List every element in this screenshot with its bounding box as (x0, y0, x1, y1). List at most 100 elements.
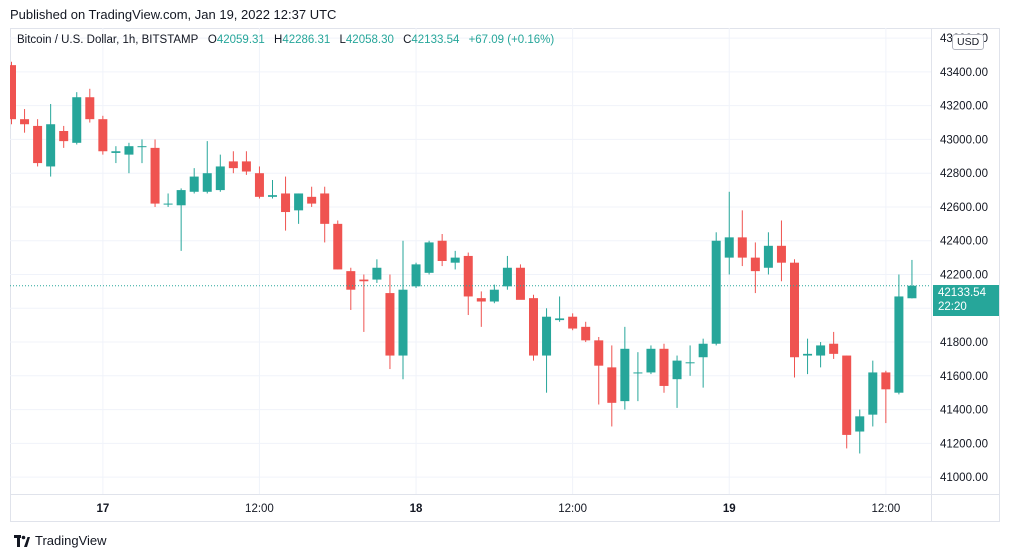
y-tick-label: 42400.00 (940, 236, 988, 248)
y-tick-label: 43400.00 (940, 67, 988, 79)
candle-body-up (763, 245, 773, 268)
currency-button[interactable]: USD (952, 34, 985, 50)
candle-body-up (215, 166, 225, 191)
y-tick-label: 42600.00 (940, 202, 988, 214)
ohlc-legend: Bitcoin / U.S. Dollar, 1h, BITSTAMP O420… (17, 34, 560, 46)
x-tick-label: 12:00 (871, 503, 900, 515)
candle-body-up (555, 318, 565, 321)
candle-body-down (333, 223, 343, 270)
candle-body-down (659, 348, 669, 386)
candle-body-down (228, 161, 238, 169)
candle-body-up (672, 360, 682, 380)
countdown-value: 22:20 (938, 301, 967, 313)
axis-layer: 41000.00 41200.00 41400.00 41600.00 41800.00… (10, 28, 1000, 522)
candle-body-down (98, 119, 108, 152)
candle-body-down (241, 161, 251, 172)
tradingview-logo-icon (14, 534, 30, 547)
candle-body-up (724, 237, 734, 258)
symbol-title: Bitcoin / U.S. Dollar, 1h, BITSTAMP (17, 34, 199, 46)
y-tick-label: 41600.00 (940, 371, 988, 383)
change-value: +67.09 (+0.16%) (468, 34, 555, 46)
candle-body-up (137, 146, 147, 148)
x-tick-label: 12:00 (245, 503, 274, 515)
y-tick-label: 42200.00 (940, 270, 988, 282)
candle-body-down (85, 97, 95, 120)
published-caption: Published on TradingView.com, Jan 19, 20… (10, 7, 337, 22)
candle-body-up (424, 242, 434, 273)
candle-body-down (10, 65, 16, 120)
grid-layer (10, 28, 931, 494)
tradingview-brand[interactable]: TradingView (14, 533, 107, 548)
candle-body-down (307, 196, 317, 204)
candle-body-down (581, 326, 591, 341)
candle-body-up (111, 151, 121, 153)
candlestick-chart[interactable]: 41000.00 41200.00 41400.00 41600.00 41800.00… (10, 28, 1000, 522)
candle-body-down (607, 367, 617, 403)
candle-body-up (411, 264, 421, 287)
brand-label: TradingView (35, 533, 107, 548)
candle-body-up (646, 348, 656, 373)
y-tick-label: 43000.00 (940, 134, 988, 146)
candle-body-up (633, 372, 643, 374)
candle-body-down (254, 173, 264, 197)
candle-body-up (698, 343, 708, 358)
candle-body-down (359, 279, 369, 282)
high-value: 42286.31 (282, 34, 331, 46)
candle-body-down (59, 130, 69, 142)
candle-body-up (189, 176, 199, 192)
candle-body-up (907, 285, 917, 299)
candle-body-up (816, 345, 826, 356)
candle-body-up (268, 195, 277, 197)
high-label: H (274, 34, 283, 46)
candle-layer (10, 61, 917, 454)
candle-body-down (33, 125, 43, 164)
candle-body-down (281, 193, 291, 213)
candle-body-up (372, 267, 382, 280)
y-tick-label: 41200.00 (940, 438, 988, 450)
candle-body-up (542, 316, 552, 356)
candle-body-down (594, 340, 604, 366)
candle-body-down (476, 298, 486, 302)
y-tick-label: 41000.00 (940, 472, 988, 484)
candle-body-down (20, 119, 30, 125)
candle-body-down (790, 262, 799, 358)
candle-body-down (568, 316, 578, 329)
candle-body-up (803, 353, 813, 356)
candle-body-up (294, 193, 304, 211)
candle-body-up (620, 348, 630, 402)
candle-body-down (829, 343, 839, 354)
candle-body-up (163, 203, 173, 205)
candle-body-up (855, 416, 865, 432)
y-tick-label: 43200.00 (940, 101, 988, 113)
open-label: O (207, 34, 217, 46)
candle-body-up (176, 190, 186, 206)
candle-body-up (398, 289, 408, 356)
candle-body-up (711, 240, 721, 344)
low-label: L (339, 34, 346, 46)
y-tick-label: 41800.00 (940, 337, 988, 349)
close-label: C (403, 34, 412, 46)
candle-body-up (202, 173, 212, 192)
candle-body-down (515, 267, 525, 300)
last-price-tag: 42133.54 22:20 (933, 285, 999, 316)
candle-body-up (868, 372, 878, 415)
candle-body-up (72, 97, 82, 143)
candle-body-up (450, 257, 460, 263)
candle-body-down (776, 245, 786, 263)
candle-body-up (124, 146, 134, 155)
candle-body-down (437, 240, 447, 261)
open-value: 42059.31 (216, 34, 265, 46)
candle-body-down (529, 298, 538, 356)
x-tick-label: 18 (410, 503, 423, 515)
candle-body-down (737, 237, 747, 258)
close-value: 42133.54 (411, 34, 460, 46)
candle-body-down (150, 147, 160, 204)
candle-body-up (46, 124, 56, 167)
candle-body-down (881, 372, 891, 390)
candle-body-down (346, 271, 356, 290)
candle-body-up (489, 289, 499, 302)
y-tick-label: 42800.00 (940, 168, 988, 180)
candle-body-up (894, 296, 904, 393)
low-value: 42058.30 (345, 34, 394, 46)
candle-body-down (842, 355, 852, 435)
